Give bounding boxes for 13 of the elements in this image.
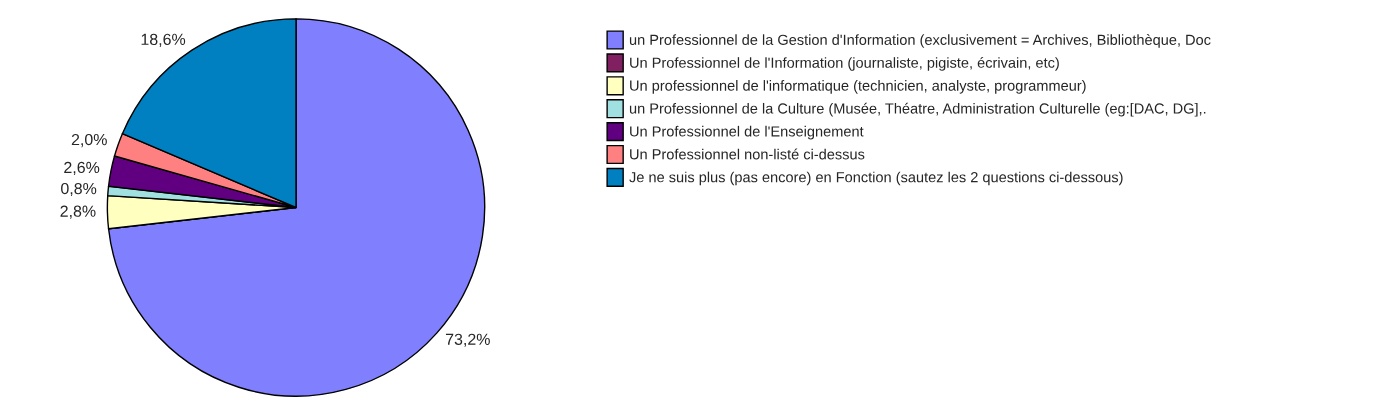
data-label: 2,0% — [71, 133, 107, 148]
legend-label: Un Professionnel de l'Information (journaliste, pigiste, écrivain, etc) — [630, 56, 1059, 71]
legend-label: Un professionnel de l'informatique (technicien, analyste, programmeur) — [630, 80, 1086, 94]
data-label: 73,2% — [445, 333, 490, 347]
data-label: 2,6% — [64, 161, 100, 175]
legend-label: un Professionnel de la Culture (Musée, Théatre, Administration Culturelle (eg:[DAC, DG],. — [629, 102, 1206, 117]
legend-label: Un Professionnel non-listé ci-dessus — [630, 148, 865, 160]
legend-label: un Professionnel de la Gestion d'Information (exclusivement = Archives, Bibliothèque, Doc — [629, 34, 1211, 48]
data-label: 2,8% — [60, 205, 96, 219]
data-label: 0,8% — [61, 182, 97, 197]
legend-label: Je ne suis plus (pas encore) en Fonction (sautez les 2 questions ci-dessous) — [629, 171, 1123, 186]
data-label: 18,6% — [141, 33, 186, 47]
legend-label: Un Professionnel de l'Enseignement — [630, 125, 864, 140]
